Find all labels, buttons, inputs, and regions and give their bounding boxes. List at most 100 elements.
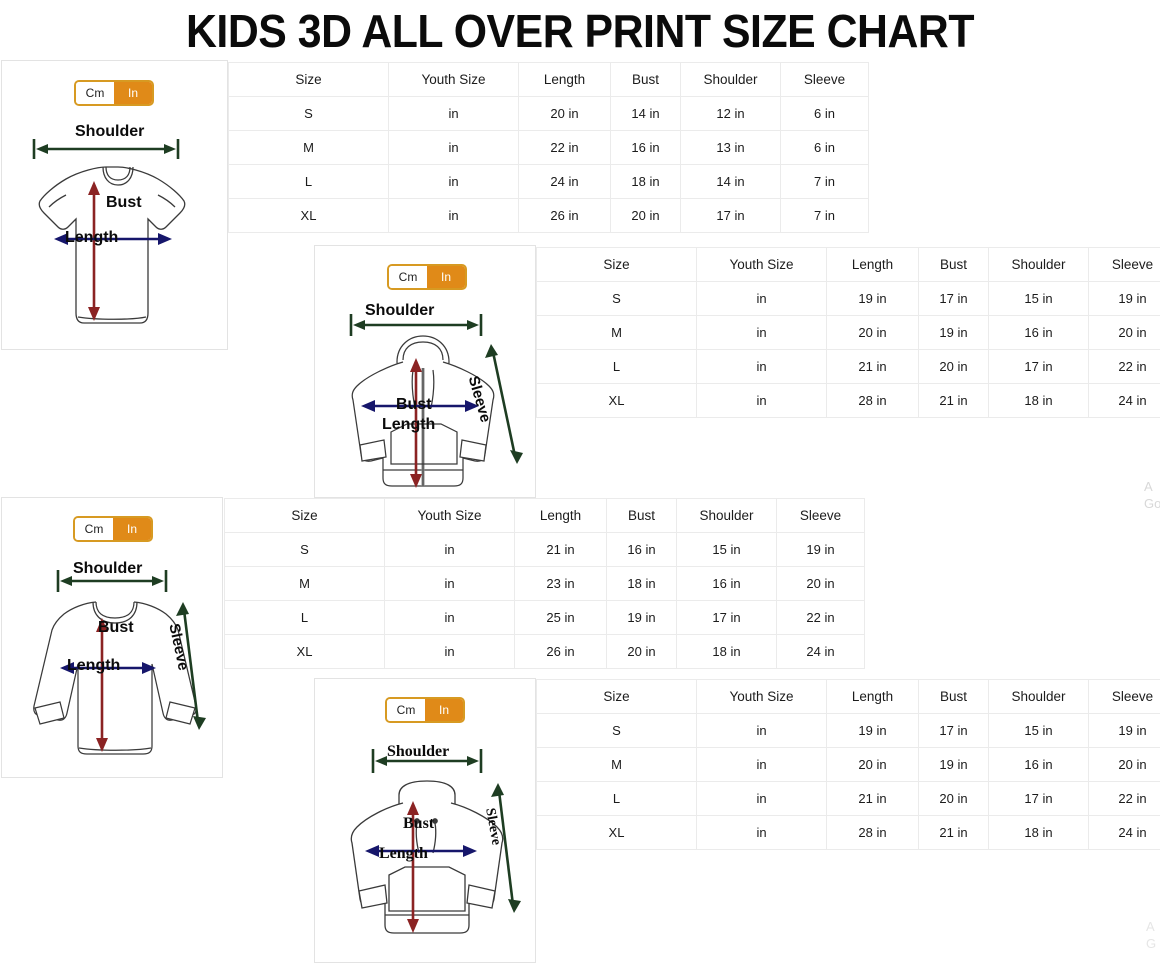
col-shoulder: Shoulder [680, 62, 781, 97]
cell-bust: 20 in [918, 349, 989, 384]
cell-bust: 20 in [918, 781, 989, 816]
unit-toggle-pullover-hoodie[interactable]: Cm In [385, 697, 465, 723]
watermark-line-1: A [1144, 479, 1153, 494]
cell-length: 26 in [514, 634, 607, 669]
cell-sleeve: 19 in [1088, 281, 1160, 316]
cell-size: M [228, 130, 389, 165]
unit-toggle-in[interactable]: In [427, 266, 465, 288]
cell-bust: 21 in [918, 815, 989, 850]
sleeve-arrow [491, 783, 521, 913]
cell-shoulder: 18 in [988, 815, 1089, 850]
table-row: XL in 28 in 21 in 18 in 24 in [536, 815, 1160, 850]
col-length: Length [826, 679, 919, 714]
col-bust: Bust [606, 498, 677, 533]
cell-shoulder: 17 in [680, 198, 781, 233]
cell-sleeve: 22 in [1088, 781, 1160, 816]
col-youth: Youth Size [696, 247, 827, 282]
diagram-short-sleeve-tshirt [18, 123, 218, 343]
cell-sleeve: 22 in [1088, 349, 1160, 384]
unit-toggle-in[interactable]: In [425, 699, 463, 721]
cell-youth: in [384, 566, 515, 601]
cell-shoulder: 18 in [988, 383, 1089, 418]
cell-size: XL [536, 383, 697, 418]
cell-size: L [536, 349, 697, 384]
cell-bust: 17 in [918, 713, 989, 748]
diagram-long-sleeve-shirt [16, 560, 216, 770]
unit-toggle-zip-hoodie[interactable]: Cm In [387, 264, 467, 290]
cell-shoulder: 13 in [680, 130, 781, 165]
cell-sleeve: 7 in [780, 198, 869, 233]
cell-sleeve: 19 in [1088, 713, 1160, 748]
cell-length: 28 in [826, 383, 919, 418]
cell-size: M [536, 315, 697, 350]
cell-bust: 18 in [606, 566, 677, 601]
unit-toggle-tshirt[interactable]: Cm In [74, 80, 154, 106]
cell-sleeve: 6 in [780, 130, 869, 165]
cell-youth: in [696, 281, 827, 316]
page-title: KIDS 3D ALL OVER PRINT SIZE CHART [185, 5, 975, 57]
cell-size: S [228, 96, 389, 131]
sleeve-arrow [485, 344, 523, 464]
unit-toggle-in[interactable]: In [113, 518, 151, 540]
cell-youth: in [696, 349, 827, 384]
size-table-zip-hoodie: Size Youth Size Length Bust Shoulder Sle… [536, 247, 1160, 418]
bust-arrow [361, 400, 479, 412]
cell-youth: in [696, 713, 827, 748]
label-length-zip-hoodie: Length [382, 416, 436, 433]
cell-bust: 17 in [918, 281, 989, 316]
col-bust: Bust [610, 62, 681, 97]
watermark-line-1: A [1146, 919, 1155, 934]
cell-length: 19 in [826, 281, 919, 316]
unit-toggle-long-sleeve[interactable]: Cm In [73, 516, 153, 542]
tshirt-outline [38, 166, 186, 324]
col-shoulder: Shoulder [988, 679, 1089, 714]
table-row: M in 20 in 19 in 16 in 20 in [536, 315, 1160, 350]
label-length-tshirt: Length [65, 229, 119, 246]
table-row: L in 21 in 20 in 17 in 22 in [536, 781, 1160, 816]
cell-bust: 14 in [610, 96, 681, 131]
col-youth: Youth Size [388, 62, 519, 97]
label-bust-tshirt: Bust [106, 194, 142, 211]
cell-size: M [224, 566, 385, 601]
cell-length: 20 in [826, 315, 919, 350]
col-bust: Bust [918, 247, 989, 282]
table-row: L in 24 in 18 in 14 in 7 in [228, 164, 869, 199]
cell-youth: in [384, 600, 515, 635]
label-shoulder-tshirt: Shoulder [75, 123, 145, 140]
col-youth: Youth Size [384, 498, 515, 533]
table-row: XL in 26 in 20 in 18 in 24 in [224, 634, 865, 669]
col-length: Length [518, 62, 611, 97]
watermark-fragment-middle: A Go [1144, 478, 1160, 514]
col-size: Size [224, 498, 385, 533]
cell-bust: 18 in [610, 164, 681, 199]
unit-toggle-cm[interactable]: Cm [76, 82, 114, 104]
table-row: XL in 26 in 20 in 17 in 7 in [228, 198, 869, 233]
label-shoulder-long-sleeve: Shoulder [73, 560, 143, 577]
unit-toggle-cm[interactable]: Cm [387, 699, 425, 721]
unit-toggle-cm[interactable]: Cm [389, 266, 427, 288]
cell-shoulder: 15 in [988, 281, 1089, 316]
garment-card-long-sleeve: Cm In [1, 497, 223, 778]
garment-card-zip-hoodie: Cm In [314, 245, 536, 498]
cell-length: 22 in [518, 130, 611, 165]
unit-toggle-cm[interactable]: Cm [75, 518, 113, 540]
col-size: Size [536, 679, 697, 714]
length-arrow [407, 801, 419, 933]
cell-shoulder: 16 in [988, 747, 1089, 782]
cell-bust: 16 in [610, 130, 681, 165]
cell-length: 20 in [518, 96, 611, 131]
col-sleeve: Sleeve [776, 498, 865, 533]
bust-arrow [54, 233, 172, 245]
cell-youth: in [696, 781, 827, 816]
label-length-long-sleeve: Length [67, 657, 121, 674]
watermark-line-2: Go [1144, 496, 1160, 511]
cell-shoulder: 17 in [988, 781, 1089, 816]
table-header-row: Size Youth Size Length Bust Shoulder Sle… [224, 498, 865, 533]
cell-length: 19 in [826, 713, 919, 748]
cell-sleeve: 24 in [1088, 815, 1160, 850]
unit-toggle-in[interactable]: In [114, 82, 152, 104]
cell-bust: 20 in [606, 634, 677, 669]
garment-card-tshirt: Cm In [1, 60, 228, 350]
col-length: Length [826, 247, 919, 282]
